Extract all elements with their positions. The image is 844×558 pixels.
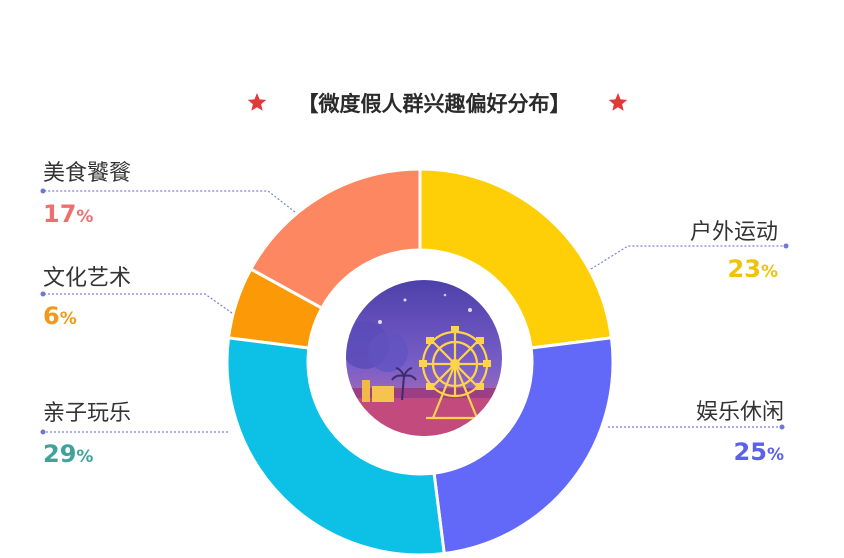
slice-family [225, 336, 446, 557]
chart-title: 【微度假人群兴趣偏好分布】 [298, 92, 571, 116]
slice-value-family: 29% [43, 440, 93, 468]
slice-labels: 户外运动 23% 娱乐休闲 25% 亲子玩乐 29% 文化艺术 6% 美食饕餮 … [43, 161, 784, 468]
slice-label-food: 美食饕餮 [43, 161, 131, 186]
slice-value-outdoor: 23% [728, 255, 778, 283]
value-unit: % [767, 445, 784, 465]
slice-label-family: 亲子玩乐 [43, 401, 131, 426]
leader-line-culture [43, 293, 233, 314]
leader-line-food [43, 190, 296, 213]
star-icon-right [608, 93, 628, 111]
slice-value-food: 17% [43, 200, 93, 228]
slice-outdoor [418, 167, 614, 350]
leader-dot-family [40, 429, 46, 435]
value-number: 17 [43, 200, 76, 228]
value-number: 25 [734, 438, 767, 466]
slice-value-culture: 6% [43, 302, 77, 330]
value-number: 6 [43, 302, 60, 330]
leader-dot-leisure [779, 424, 785, 430]
leader-dot-food [40, 188, 46, 194]
donut-slices [225, 167, 615, 557]
slice-label-culture: 文化艺术 [43, 266, 131, 291]
slice-label-leisure: 娱乐休闲 [696, 400, 784, 425]
slice-leisure [432, 336, 615, 556]
value-unit: % [76, 207, 93, 227]
value-number: 29 [43, 440, 76, 468]
value-unit: % [761, 262, 778, 282]
star-icon-left [247, 93, 267, 111]
value-unit: % [60, 309, 77, 329]
leader-dot-outdoor [783, 243, 789, 249]
ferris-wheel-icon [346, 280, 502, 436]
leader-dot-culture [40, 291, 46, 297]
chart-title-group: 【微度假人群兴趣偏好分布】 [247, 92, 628, 116]
slice-label-outdoor: 户外运动 [690, 220, 778, 245]
value-number: 23 [728, 255, 761, 283]
leader-line-outdoor [590, 245, 786, 270]
slice-food [248, 167, 422, 311]
slice-value-leisure: 25% [734, 438, 784, 466]
leader-lines [40, 188, 789, 435]
value-unit: % [76, 447, 93, 467]
